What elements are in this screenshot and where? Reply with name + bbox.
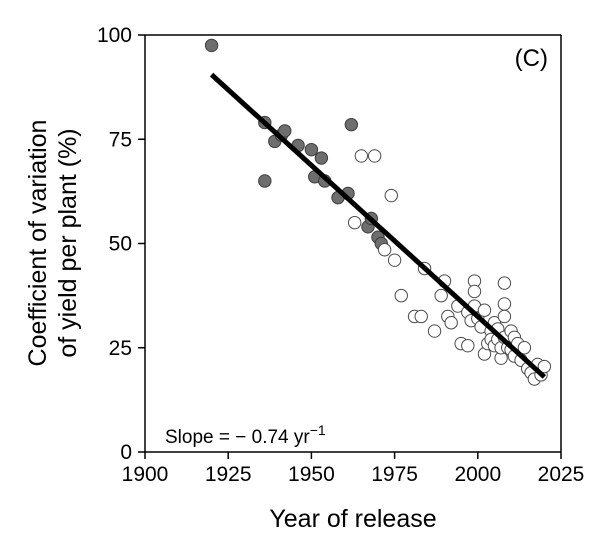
- slope-annotation-superscript: −1: [310, 422, 326, 438]
- data-point-filled: [314, 151, 329, 165]
- regression-line: [209, 72, 547, 379]
- data-point-open: [354, 149, 369, 163]
- y-tick-label: 50: [109, 233, 132, 256]
- data-point-filled: [304, 142, 319, 157]
- data-point-filled: [204, 38, 219, 53]
- data-point-open: [444, 316, 458, 330]
- data-point-filled: [344, 117, 359, 132]
- data-point-open: [434, 288, 448, 303]
- data-point-open: [477, 303, 492, 317]
- x-tick-label: 2025: [538, 463, 585, 486]
- x-tick-label: 1925: [205, 463, 252, 486]
- y-axis-title-line2: of yield per plant (%): [54, 128, 82, 357]
- plot-area: 1900 1925 1950 1975 2000 2025 0 25 50 75 100: [97, 24, 584, 486]
- data-point-open: [461, 338, 475, 353]
- data-point-open: [497, 297, 512, 311]
- data-point-open: [537, 359, 552, 374]
- data-point-open: [347, 215, 362, 230]
- x-axis-title: Year of release: [269, 505, 436, 533]
- data-point-filled: [258, 174, 272, 188]
- data-point-filled: [278, 124, 292, 138]
- y-axis-title-line1: Coefficient of variation: [24, 120, 52, 367]
- x-tick-label: 1975: [371, 463, 418, 486]
- y-tick-label: 25: [109, 337, 132, 360]
- y-axis-ticks: 0 25 50 75 100: [97, 24, 145, 464]
- y-tick-label: 0: [120, 441, 132, 464]
- slope-annotation: Slope = − 0.74 yr−1: [165, 422, 326, 448]
- slope-annotation-text: Slope = − 0.74 yr: [165, 427, 310, 448]
- data-point-open: [394, 288, 408, 303]
- data-point-open: [384, 188, 398, 203]
- data-point-open: [387, 253, 402, 267]
- data-point-open: [367, 149, 382, 163]
- data-point-open: [377, 243, 392, 257]
- data-point-open: [517, 341, 532, 355]
- x-axis-ticks: 1900 1925 1950 1975 2000 2025: [122, 452, 585, 486]
- x-tick-label: 1950: [288, 463, 335, 486]
- x-tick-label: 1900: [122, 463, 169, 486]
- data-point-open: [497, 276, 512, 290]
- data-point-open: [497, 309, 512, 324]
- panel-label: (C): [515, 45, 548, 72]
- y-axis-title: Coefficient of variation of yield per pl…: [24, 120, 82, 367]
- x-tick-label: 2000: [454, 463, 501, 486]
- data-point-open: [427, 324, 442, 338]
- data-point-open: [414, 309, 428, 324]
- y-tick-label: 75: [109, 128, 132, 151]
- y-tick-label: 100: [97, 24, 132, 47]
- data-point-open: [467, 284, 482, 299]
